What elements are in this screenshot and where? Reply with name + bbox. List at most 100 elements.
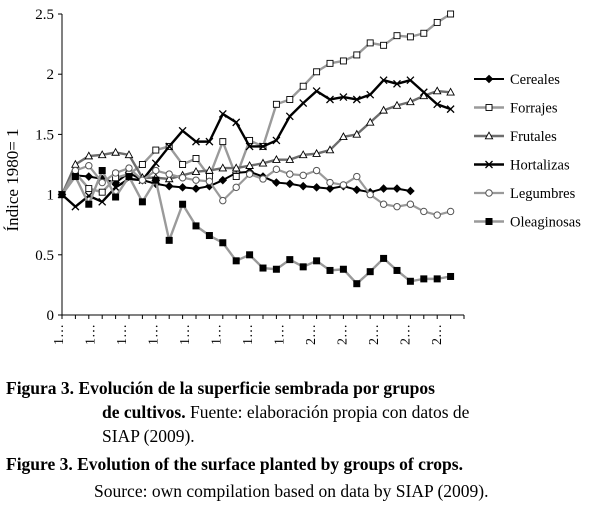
data-point (245, 170, 254, 178)
data-point (339, 93, 348, 102)
data-point (326, 95, 334, 104)
data-point (192, 176, 200, 184)
data-point (392, 100, 402, 109)
data-point (246, 251, 254, 259)
data-point (446, 87, 455, 96)
series-layer (57, 10, 455, 288)
legend-marker (484, 74, 494, 84)
x-tick-label: 1… (273, 324, 288, 345)
data-point (286, 96, 294, 103)
data-point (192, 137, 200, 146)
data-point (219, 196, 227, 205)
data-point (58, 191, 66, 199)
data-point (393, 32, 401, 40)
data-point (406, 186, 415, 196)
data-point (433, 100, 442, 109)
data-point (245, 142, 254, 151)
data-point (312, 183, 321, 192)
data-point (259, 142, 267, 151)
legend-item: Legumbres (474, 186, 576, 202)
data-point (151, 159, 160, 168)
data-point (353, 280, 361, 288)
data-point (71, 202, 80, 211)
legend-marker (485, 189, 493, 197)
caption-es-line1: Figura 3. Evolución de la superficie sem… (6, 376, 589, 400)
data-point (420, 29, 428, 37)
x-tick-label: 2… (336, 324, 351, 345)
data-point (285, 154, 295, 163)
x-tick-label: 1… (147, 324, 162, 345)
data-point (232, 183, 240, 192)
x-tick-label: 1… (178, 324, 193, 345)
data-point (272, 165, 281, 174)
data-point (138, 161, 146, 168)
data-point (218, 175, 228, 185)
data-point (231, 163, 241, 172)
data-point (366, 90, 375, 99)
caption-en-title: Figure 3. Evolution of the surface plant… (6, 454, 463, 474)
data-point (125, 173, 133, 181)
data-point (299, 263, 307, 271)
legend-item: Forrajes (474, 101, 558, 117)
data-point (205, 165, 214, 174)
legend-marker (485, 104, 493, 111)
data-point (298, 150, 308, 159)
data-point (366, 268, 374, 276)
data-point (325, 184, 335, 193)
data-point (406, 277, 414, 285)
data-point (272, 265, 280, 273)
data-point (352, 95, 361, 104)
legend-label: Cereales (510, 72, 560, 88)
data-point (313, 68, 321, 76)
x-tick-label: 1… (52, 324, 67, 345)
data-point (420, 207, 428, 216)
data-point (433, 275, 441, 283)
data-point (111, 169, 120, 177)
data-point (299, 99, 308, 108)
data-point (98, 178, 106, 187)
data-point (379, 76, 388, 85)
data-point (285, 112, 294, 121)
series-legumbres (58, 162, 455, 219)
data-point (432, 86, 442, 95)
data-point (191, 184, 201, 193)
caption-es-line2: de cultivos. Fuente: elaboración propia … (102, 400, 589, 424)
data-point (138, 198, 146, 206)
data-point (164, 174, 174, 183)
y-tick-label: 0 (47, 308, 55, 324)
x-tick-label: 2… (430, 324, 445, 345)
legend: Cereales Forrajes Frutales Hortalizas Legumb… (470, 66, 587, 236)
data-point (232, 118, 241, 127)
data-point (366, 190, 374, 199)
data-point (380, 254, 388, 262)
data-point (352, 185, 362, 195)
x-tick-label: 1… (84, 324, 99, 345)
data-point (245, 160, 254, 169)
data-point (218, 163, 228, 172)
legend-label: Frutales (510, 129, 557, 145)
y-tick-label: 1.5 (35, 127, 54, 143)
data-point (393, 202, 401, 211)
data-point (124, 150, 134, 159)
data-point (111, 147, 120, 156)
x-tick-label: 1… (241, 324, 256, 345)
data-point (365, 117, 375, 126)
data-point (152, 146, 160, 154)
x-tick-label: 1… (115, 324, 130, 345)
data-point (152, 176, 160, 184)
caption-es-line3: SIAP (2009). (102, 424, 589, 448)
data-point (392, 184, 402, 193)
data-point (433, 18, 441, 26)
data-point (406, 33, 414, 41)
data-point (352, 129, 362, 138)
data-point (178, 126, 187, 135)
data-point (379, 200, 388, 208)
data-point (191, 166, 201, 175)
y-tick-label: 0.5 (35, 248, 54, 264)
data-point (353, 172, 361, 181)
caption-en-line1: Figure 3. Evolution of the surface plant… (6, 452, 589, 476)
data-point (232, 173, 240, 180)
data-point (313, 257, 321, 265)
legend-label: Legumbres (510, 186, 576, 202)
data-point (326, 59, 334, 67)
